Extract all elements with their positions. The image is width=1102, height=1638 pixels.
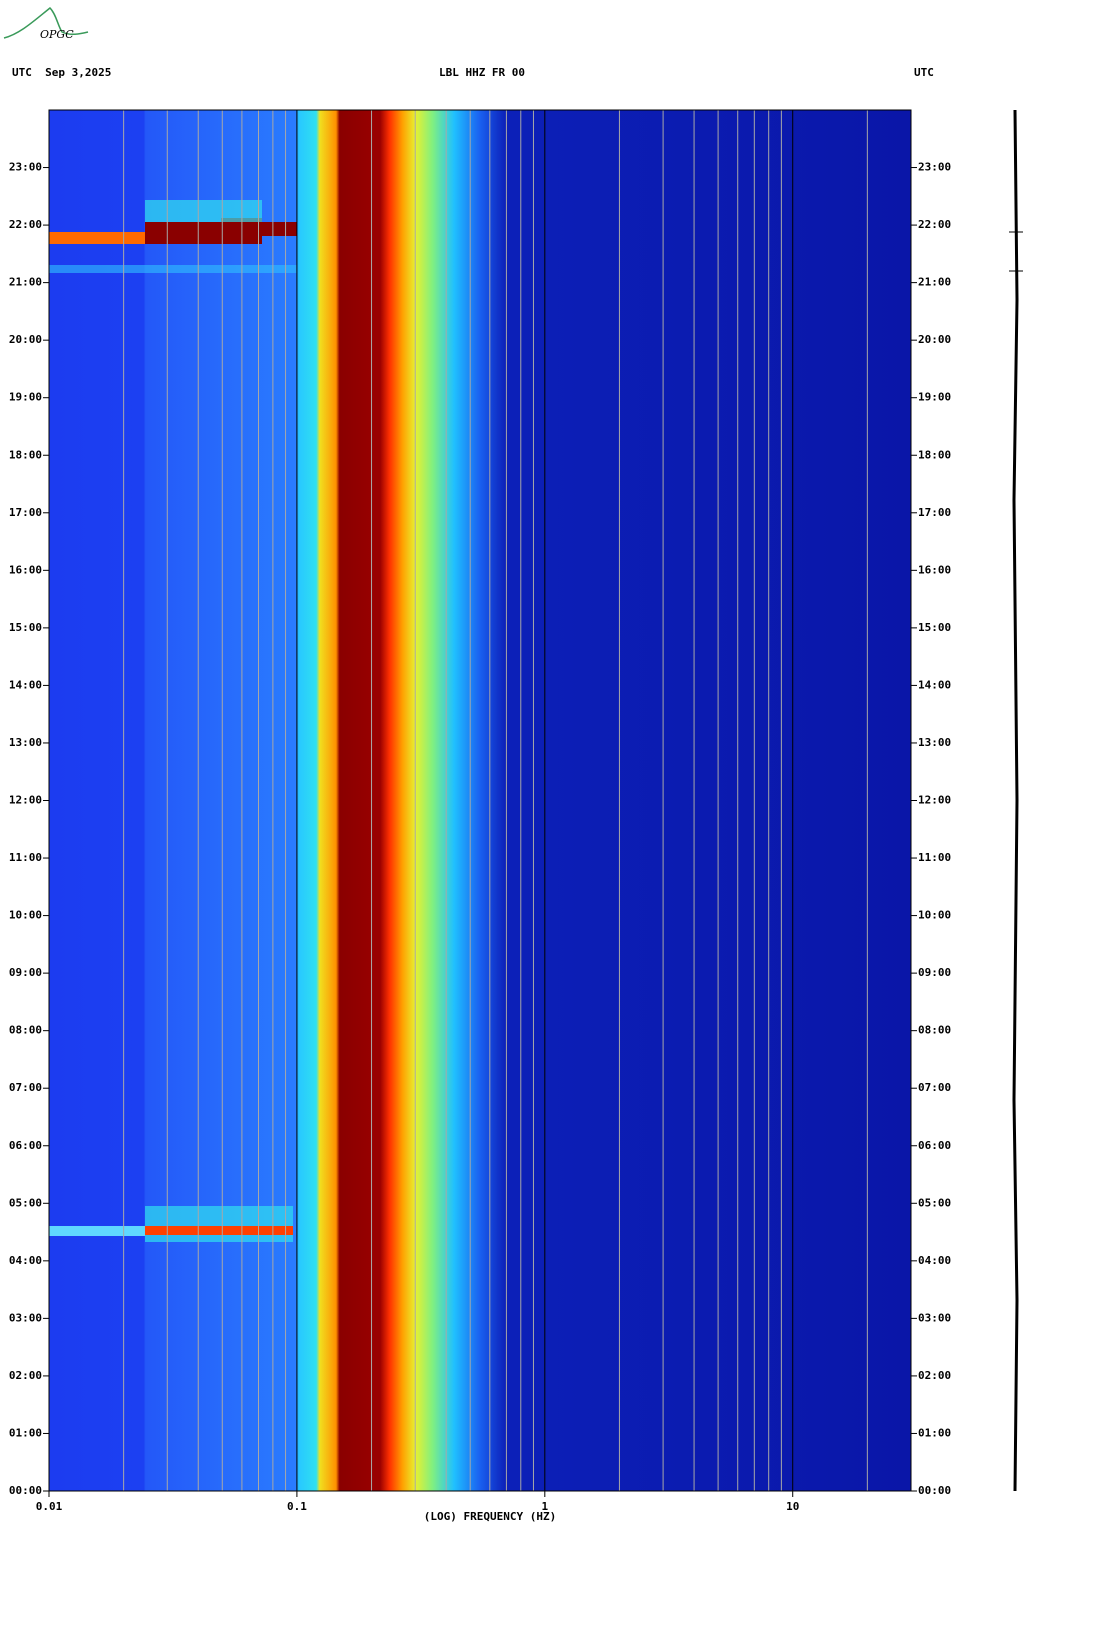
y-tick-label: 15:00	[918, 621, 951, 634]
y-tick-label: 08:00	[9, 1024, 42, 1037]
y-tick-label: 12:00	[9, 794, 42, 807]
y-tick-label: 03:00	[918, 1311, 951, 1324]
y-tick-label: 17:00	[9, 506, 42, 519]
y-tick-label: 04:00	[918, 1254, 951, 1267]
logo: OPGC	[3, 6, 89, 41]
y-tick-label: 01:00	[9, 1426, 42, 1439]
y-tick-label: 06:00	[918, 1139, 951, 1152]
y-tick-label: 10:00	[9, 909, 42, 922]
y-tick-label: 13:00	[918, 736, 951, 749]
y-tick-label: 23:00	[918, 161, 951, 174]
y-tick-label: 09:00	[9, 966, 42, 979]
y-tick-label: 05:00	[918, 1196, 951, 1209]
y-tick-label: 11:00	[9, 851, 42, 864]
x-tick-label: 0.01	[36, 1500, 63, 1513]
y-tick-label: 19:00	[918, 391, 951, 404]
x-axis-label: (LOG) FREQUENCY (HZ)	[424, 1510, 556, 1523]
y-tick-label: 14:00	[918, 678, 951, 691]
y-tick-label: 14:00	[9, 678, 42, 691]
y-tick-label: 04:00	[9, 1254, 42, 1267]
y-tick-label: 07:00	[9, 1081, 42, 1094]
y-tick-label: 12:00	[918, 794, 951, 807]
y-tick-label: 13:00	[9, 736, 42, 749]
spectrogram-image	[49, 110, 911, 1491]
y-tick-label: 00:00	[918, 1484, 951, 1497]
y-tick-label: 03:00	[9, 1311, 42, 1324]
y-tick-label: 15:00	[9, 621, 42, 634]
y-tick-label: 18:00	[9, 448, 42, 461]
y-tick-label: 20:00	[9, 333, 42, 346]
y-tick-label: 16:00	[9, 563, 42, 576]
right-header: UTC	[914, 66, 934, 79]
y-tick-label: 06:00	[9, 1139, 42, 1152]
y-tick-label: 20:00	[918, 333, 951, 346]
y-tick-label: 22:00	[9, 218, 42, 231]
y-tick-label: 00:00	[9, 1484, 42, 1497]
y-tick-label: 17:00	[918, 506, 951, 519]
y-tick-label: 02:00	[918, 1369, 951, 1382]
y-tick-label: 10:00	[918, 909, 951, 922]
y-tick-label: 18:00	[918, 448, 951, 461]
seismogram-trace	[1012, 109, 1019, 1492]
events	[49, 200, 297, 1242]
x-tick-label: 0.1	[287, 1500, 307, 1513]
chart-title: LBL HHZ FR 00	[439, 66, 525, 79]
y-tick-label: 22:00	[918, 218, 951, 231]
x-tick-label: 1	[541, 1500, 548, 1513]
y-tick-label: 16:00	[918, 563, 951, 576]
y-tick-label: 01:00	[918, 1426, 951, 1439]
y-tick-label: 08:00	[918, 1024, 951, 1037]
y-tick-label: 19:00	[9, 391, 42, 404]
y-tick-label: 07:00	[918, 1081, 951, 1094]
y-tick-label: 21:00	[9, 276, 42, 289]
x-tick-label: 10	[786, 1500, 799, 1513]
y-tick-label: 21:00	[918, 276, 951, 289]
y-tick-label: 11:00	[918, 851, 951, 864]
logo-text: OPGC	[40, 28, 74, 41]
y-tick-label: 02:00	[9, 1369, 42, 1382]
left-header: UTC Sep 3,2025	[12, 66, 111, 79]
y-tick-label: 09:00	[918, 966, 951, 979]
plot-frame	[48, 109, 912, 1492]
y-tick-label: 05:00	[9, 1196, 42, 1209]
y-tick-label: 23:00	[9, 161, 42, 174]
